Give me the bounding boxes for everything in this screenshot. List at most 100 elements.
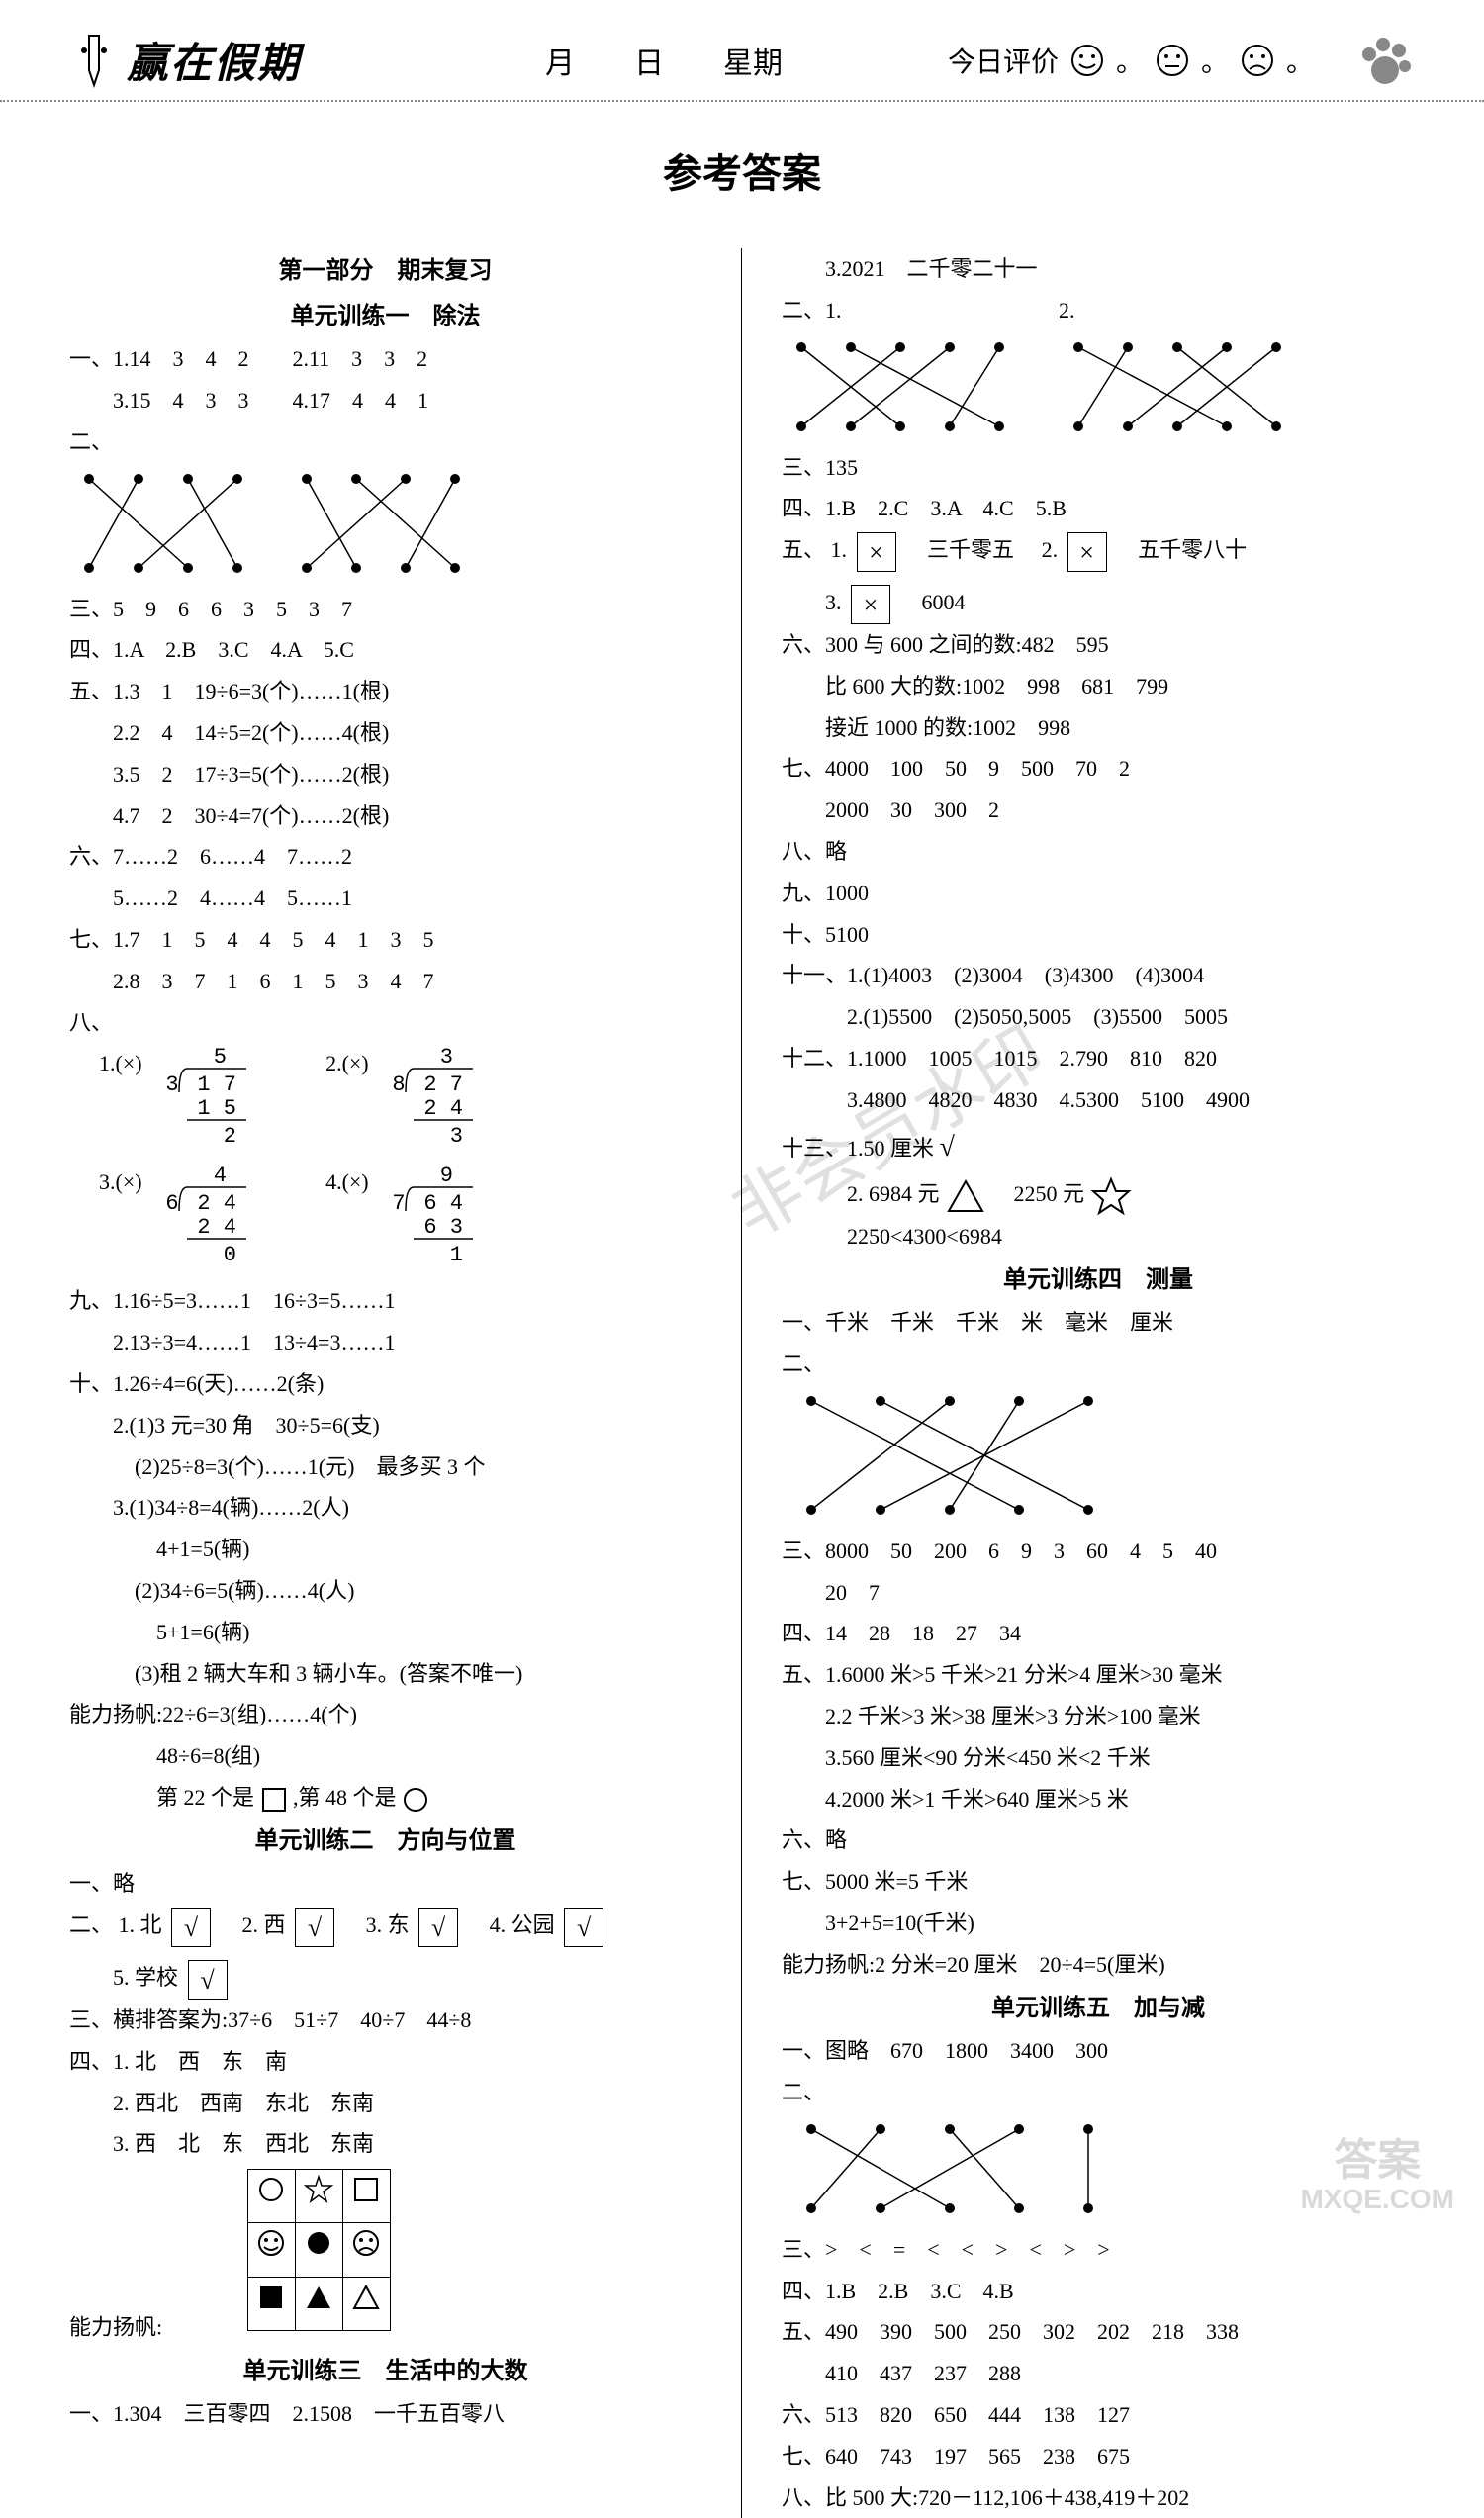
u2-item: 1. 北 — [119, 1912, 162, 1937]
rating-label: 今日评价 — [948, 41, 1059, 80]
page-header: 赢在假期 月 日 星期 今日评价 。 。 。 — [0, 0, 1484, 102]
shisan-1: 十三、1.50 厘米 √ — [782, 1121, 1415, 1173]
line: 能力扬帆:22÷6=3(组)……4(个) — [69, 1694, 701, 1735]
date-fields: 月 日 星期 — [380, 39, 948, 82]
u2-item: 5. 学校 — [113, 1965, 178, 1990]
neutral-face-icon — [1156, 44, 1189, 77]
svg-text:6 3: 6 3 — [424, 1215, 464, 1240]
unit2-title: 单元训练二 方向与位置 — [69, 1819, 701, 1864]
shisan2a: 2. 6984 元 — [847, 1181, 940, 1206]
triangle-icon — [945, 1177, 986, 1215]
line: 七、4000 100 50 9 500 70 2 — [782, 748, 1415, 790]
line: 五、490 390 500 250 302 202 218 338 — [782, 2311, 1415, 2353]
line: 十一、1.(1)4003 (2)3004 (3)4300 (4)3004 — [782, 955, 1415, 996]
line: 3.(1)34÷8=4(辆)……2(人) — [69, 1487, 701, 1529]
rating: 今日评价 。 。 。 — [948, 31, 1415, 90]
line: 六、7……2 6……4 7……2 — [69, 836, 701, 878]
happy-face-icon — [1070, 44, 1104, 77]
left-column: 第一部分 期末复习 单元训练一 除法 一、1.14 3 4 2 2.11 3 3… — [69, 248, 742, 2518]
svg-text:2: 2 — [224, 1124, 236, 1149]
line: 七、1.7 1 5 4 4 5 4 1 3 5 — [69, 919, 701, 961]
wu-n: 3. — [825, 590, 842, 614]
er-label: 二、 — [782, 298, 825, 323]
er-row: 二、1. 2. — [782, 290, 1415, 447]
mark-box: × — [857, 532, 896, 572]
line: (2)25÷8=3(个)……1(元) 最多买 3 个 — [69, 1446, 701, 1488]
line: 20 7 — [782, 1572, 1415, 1614]
line: 4.2000 米>1 千米>640 厘米>5 米 — [782, 1779, 1415, 1820]
line: 3. 西 北 东 西北 东南 — [69, 2123, 701, 2165]
paw-icon — [1355, 31, 1415, 90]
unit1-title: 单元训练一 除法 — [69, 294, 701, 339]
yf-mid: ,第 48 个是 — [293, 1785, 397, 1810]
mark-box: × — [1067, 532, 1107, 572]
line: 九、1000 — [782, 873, 1415, 914]
yf-prefix: 第 22 个是 — [69, 1785, 254, 1810]
suffix2: 。 — [1201, 41, 1229, 80]
day-label: 日 — [634, 39, 664, 82]
u2-er-row2: 5. 学校 √ — [69, 1957, 701, 2000]
line: 四、1.B 2.B 3.C 4.B — [782, 2271, 1415, 2312]
line: 一、略 — [69, 1863, 701, 1905]
line: 比 600 大的数:1002 998 681 799 — [782, 666, 1415, 707]
shisan-prefix: 十三、1.50 厘米 — [782, 1136, 934, 1161]
shisan2b: 2250 元 — [1014, 1181, 1085, 1206]
svg-text:6: 6 — [165, 1191, 178, 1216]
line: 一、1.304 三百零四 2.1508 一千五百零八 — [69, 2393, 701, 2435]
svg-text:1 5: 1 5 — [197, 1096, 236, 1121]
line: 3.560 厘米<90 分米<450 米<2 千米 — [782, 1737, 1415, 1779]
check-box: √ — [188, 1960, 228, 2000]
line: 2.13÷3=4……1 13÷4=3……1 — [69, 1322, 701, 1363]
svg-text:1: 1 — [450, 1243, 463, 1267]
svg-text:3: 3 — [440, 1045, 453, 1070]
line: 三、135 — [782, 447, 1415, 489]
suffix1: 。 — [1116, 41, 1144, 80]
line: 2.8 3 7 1 6 1 5 3 4 7 — [69, 961, 701, 1002]
svg-text:9: 9 — [440, 1164, 453, 1188]
unit5-title: 单元训练五 加与减 — [782, 1986, 1415, 2031]
matching-diagram-4 — [782, 2119, 1128, 2223]
svg-text:5: 5 — [214, 1045, 227, 1070]
line: 2.2 千米>3 米>38 厘米>3 分米>100 毫米 — [782, 1696, 1415, 1737]
svg-text:4: 4 — [214, 1164, 227, 1188]
footer-watermark: 答案 MXQE.COM — [1300, 2137, 1454, 2215]
unit3-title: 单元训练三 生活中的大数 — [69, 2349, 701, 2394]
line: 九、1.16÷5=3……1 16÷3=5……1 — [69, 1280, 701, 1322]
footer-wm-top: 答案 — [1300, 2137, 1454, 2185]
wu-row: 五、 1. × 三千零五 2. × 五千零八十 — [782, 529, 1415, 572]
line: 三、> < = < < > < > > — [782, 2229, 1415, 2271]
check-box: √ — [295, 1908, 334, 1947]
line: 三、横排答案为:37÷6 51÷7 40÷7 44÷8 — [69, 2000, 701, 2041]
line: 4.7 2 30÷4=7(个)……2(根) — [69, 795, 701, 837]
line: 四、1. 北 西 东 南 — [69, 2041, 701, 2083]
line: 2000 30 300 2 — [782, 790, 1415, 831]
line: 接近 1000 的数:1002 998 — [782, 707, 1415, 749]
line: 十、5100 — [782, 914, 1415, 956]
line: 3.4800 4820 4830 4.5300 5100 4900 — [782, 1079, 1415, 1121]
line: 3.2021 二千零二十一 — [782, 248, 1415, 290]
mark-box: × — [851, 585, 890, 624]
svg-text:2 4: 2 4 — [197, 1191, 236, 1216]
line: 六、略 — [782, 1819, 1415, 1861]
u5-er-label: 二、 — [782, 2072, 1415, 2113]
svg-text:2 4: 2 4 — [424, 1096, 464, 1121]
u2-item: 2. 西 — [242, 1912, 286, 1937]
line: 四、1.A 2.B 3.C 4.A 5.C — [69, 629, 701, 671]
line: 五、1.3 1 19÷6=3(个)……1(根) — [69, 671, 701, 712]
wu-t: 三千零五 — [927, 537, 1014, 562]
line: 410 437 237 288 — [782, 2353, 1415, 2394]
svg-text:7: 7 — [393, 1191, 406, 1216]
weekday-label: 星期 — [723, 39, 783, 82]
u2-item: 3. 东 — [366, 1912, 410, 1937]
line: 3.5 2 17÷3=5(个)……2(根) — [69, 754, 701, 795]
content-columns: 第一部分 期末复习 单元训练一 除法 一、1.14 3 4 2 2.11 3 3… — [0, 248, 1484, 2518]
shisan-2: 2. 6984 元 2250 元 — [782, 1173, 1415, 1216]
line: 十、1.26÷4=6(天)……2(条) — [69, 1363, 701, 1405]
matching-diagram-2a — [782, 337, 1029, 441]
wu-n: 2. — [1042, 537, 1059, 562]
line: 一、1.14 3 4 2 2.11 3 3 2 — [69, 338, 701, 380]
sad-face-icon — [1241, 44, 1274, 77]
line: 六、300 与 600 之间的数:482 595 — [782, 624, 1415, 666]
line: 四、14 28 18 27 34 — [782, 1613, 1415, 1654]
line: 48÷6=8(组) — [69, 1735, 701, 1777]
